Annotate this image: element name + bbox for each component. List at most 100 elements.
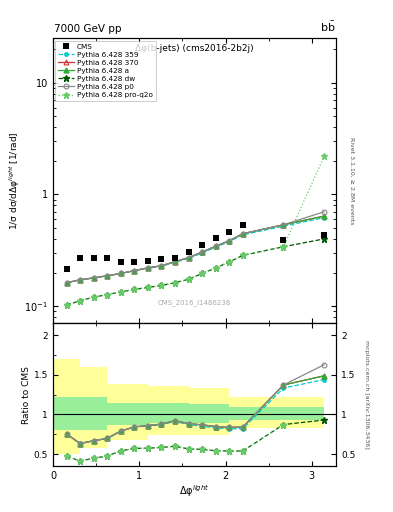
Pythia 6.428 p0	[281, 222, 286, 228]
Pythia 6.428 pro-q2o	[281, 244, 286, 250]
Pythia 6.428 pro-q2o	[227, 259, 231, 265]
Pythia 6.428 359	[105, 273, 110, 279]
Pythia 6.428 370	[281, 222, 286, 228]
Pythia 6.428 370	[91, 275, 96, 281]
Pythia 6.428 a	[78, 277, 83, 283]
Pythia 6.428 dw	[105, 291, 110, 297]
CMS	[159, 257, 164, 263]
CMS	[132, 259, 137, 265]
Pythia 6.428 370	[200, 249, 204, 255]
Text: Δφ(b-jets) (cms2016-2b2j): Δφ(b-jets) (cms2016-2b2j)	[135, 44, 254, 53]
Pythia 6.428 dw	[281, 244, 286, 250]
CMS	[227, 229, 231, 235]
Pythia 6.428 dw	[145, 284, 150, 290]
Pythia 6.428 dw	[132, 286, 137, 292]
Pythia 6.428 pro-q2o	[91, 294, 96, 301]
Pythia 6.428 dw	[91, 294, 96, 301]
Pythia 6.428 359	[145, 265, 150, 271]
Line: Pythia 6.428 370: Pythia 6.428 370	[64, 214, 327, 285]
Pythia 6.428 pro-q2o	[159, 283, 164, 289]
Pythia 6.428 a	[132, 268, 137, 274]
Line: CMS: CMS	[64, 222, 327, 272]
Text: 7000 GeV pp: 7000 GeV pp	[54, 24, 121, 34]
Y-axis label: mcplots.cern.ch [arXiv:1306.3436]: mcplots.cern.ch [arXiv:1306.3436]	[364, 340, 369, 449]
Pythia 6.428 pro-q2o	[200, 270, 204, 276]
Pythia 6.428 dw	[200, 270, 204, 276]
CMS	[105, 255, 110, 262]
Pythia 6.428 359	[64, 280, 69, 286]
Pythia 6.428 359	[281, 223, 286, 229]
Pythia 6.428 359	[241, 232, 245, 238]
Pythia 6.428 359	[227, 239, 231, 245]
Pythia 6.428 370	[241, 231, 245, 237]
Y-axis label: 1/σ dσ/dΔφ$^{light}$ [1/rad]: 1/σ dσ/dΔφ$^{light}$ [1/rad]	[7, 132, 22, 230]
Pythia 6.428 370	[227, 238, 231, 244]
CMS	[145, 258, 150, 264]
CMS	[281, 237, 286, 243]
Pythia 6.428 370	[145, 265, 150, 271]
Pythia 6.428 dw	[118, 289, 123, 295]
Pythia 6.428 p0	[105, 273, 110, 279]
CMS	[241, 222, 245, 228]
Pythia 6.428 370	[78, 277, 83, 283]
Pythia 6.428 359	[200, 250, 204, 256]
Pythia 6.428 370	[118, 270, 123, 276]
Text: CMS_2016_I1486238: CMS_2016_I1486238	[158, 300, 231, 306]
Pythia 6.428 p0	[186, 254, 191, 261]
CMS	[186, 248, 191, 254]
Bar	[189, 388, 229, 435]
Pythia 6.428 p0	[159, 263, 164, 269]
CMS	[213, 235, 218, 241]
Pythia 6.428 dw	[64, 302, 69, 308]
CMS	[322, 232, 327, 239]
Bar	[107, 403, 148, 425]
Line: Pythia 6.428 dw: Pythia 6.428 dw	[63, 236, 328, 309]
Pythia 6.428 a	[91, 275, 96, 281]
Pythia 6.428 p0	[322, 209, 327, 215]
Y-axis label: Rivet 3.1.10, ≥ 2.8M events: Rivet 3.1.10, ≥ 2.8M events	[349, 137, 354, 225]
Pythia 6.428 370	[213, 243, 218, 249]
Pythia 6.428 370	[159, 263, 164, 269]
Pythia 6.428 a	[213, 243, 218, 249]
Pythia 6.428 p0	[227, 238, 231, 244]
Pythia 6.428 pro-q2o	[173, 280, 177, 286]
Pythia 6.428 p0	[64, 280, 69, 286]
CMS	[173, 254, 177, 261]
Pythia 6.428 370	[105, 273, 110, 279]
Bar	[256, 397, 283, 428]
Text: b$\mathregular{\bar{b}}$: b$\mathregular{\bar{b}}$	[320, 20, 335, 34]
Pythia 6.428 a	[200, 249, 204, 255]
Bar	[53, 359, 80, 454]
Pythia 6.428 dw	[322, 236, 327, 242]
Line: Pythia 6.428 pro-q2o: Pythia 6.428 pro-q2o	[63, 153, 328, 309]
Bar	[53, 397, 80, 430]
Pythia 6.428 p0	[118, 270, 123, 276]
Pythia 6.428 370	[186, 254, 191, 261]
Pythia 6.428 dw	[78, 297, 83, 304]
Line: Pythia 6.428 p0: Pythia 6.428 p0	[64, 209, 327, 285]
Bar	[80, 367, 107, 447]
Pythia 6.428 a	[227, 238, 231, 244]
Pythia 6.428 359	[132, 268, 137, 274]
Pythia 6.428 dw	[173, 280, 177, 286]
Pythia 6.428 pro-q2o	[78, 297, 83, 304]
Bar	[107, 385, 148, 440]
Bar	[229, 397, 256, 428]
Bar	[283, 407, 324, 420]
Pythia 6.428 p0	[145, 265, 150, 271]
Pythia 6.428 359	[322, 215, 327, 221]
Pythia 6.428 359	[91, 275, 96, 281]
Pythia 6.428 359	[78, 277, 83, 283]
Pythia 6.428 359	[159, 263, 164, 269]
Pythia 6.428 a	[322, 213, 327, 219]
Pythia 6.428 p0	[132, 268, 137, 274]
Pythia 6.428 p0	[173, 259, 177, 265]
Bar	[283, 397, 324, 428]
Bar	[148, 386, 189, 435]
CMS	[118, 259, 123, 265]
Line: Pythia 6.428 a: Pythia 6.428 a	[64, 214, 327, 285]
Pythia 6.428 pro-q2o	[64, 302, 69, 308]
CMS	[91, 255, 96, 262]
Pythia 6.428 dw	[186, 276, 191, 282]
Pythia 6.428 a	[145, 265, 150, 271]
